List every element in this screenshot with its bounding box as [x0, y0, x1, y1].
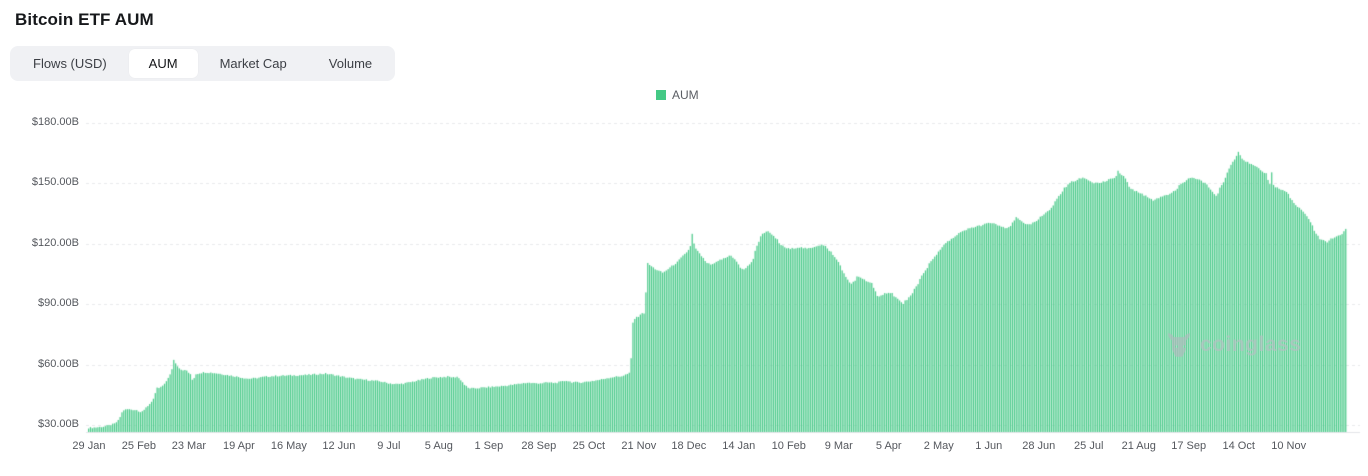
x-tick-label: 2 May — [923, 440, 954, 452]
legend-item-aum[interactable]: AUM — [656, 88, 699, 102]
x-tick-label: 28 Jun — [1022, 440, 1056, 452]
coinglass-bull-icon — [1168, 333, 1190, 357]
y-tick-label: $150.00B — [31, 176, 79, 189]
x-tick-label: 19 Apr — [222, 440, 255, 452]
x-tick-label: 21 Aug — [1121, 440, 1156, 452]
x-tick-label: 25 Feb — [121, 440, 157, 452]
x-tick-label: 25 Oct — [572, 440, 606, 452]
y-tick-label: $120.00B — [31, 236, 79, 249]
x-tick-label: 18 Dec — [671, 440, 707, 452]
y-tick-label: $30.00B — [38, 418, 79, 430]
x-tick-label: 28 Sep — [521, 440, 557, 452]
x-tick-label: 1 Sep — [474, 440, 504, 452]
x-tick-label: 29 Jan — [72, 440, 106, 452]
x-tick-label: 23 Mar — [171, 440, 207, 452]
y-tick-label: $180.00B — [31, 116, 79, 128]
x-tick-label: 16 May — [270, 440, 307, 452]
legend-label: AUM — [672, 88, 699, 102]
x-tick-label: 9 Jul — [377, 440, 401, 452]
x-tick-label: 14 Jan — [722, 440, 756, 452]
x-tick-label: 5 Aug — [424, 440, 453, 452]
x-tick-label: 21 Nov — [621, 440, 657, 452]
x-tick-label: 10 Nov — [1271, 440, 1307, 452]
x-tick-label: 12 Jun — [322, 440, 356, 452]
x-tick-label: 5 Apr — [875, 440, 902, 452]
coinglass-watermark: coinglass — [1164, 330, 1301, 360]
x-tick-label: 14 Oct — [1222, 440, 1255, 452]
x-tick-label: 10 Feb — [771, 440, 806, 452]
x-tick-label: 1 Jun — [975, 440, 1003, 452]
y-tick-label: $60.00B — [38, 357, 79, 370]
y-tick-label: $90.00B — [38, 297, 79, 310]
legend-swatch-icon — [656, 90, 666, 100]
x-tick-label: 9 Mar — [824, 440, 853, 452]
x-tick-label: 17 Sep — [1171, 440, 1207, 452]
watermark-text: coinglass — [1200, 333, 1302, 356]
x-tick-label: 25 Jul — [1074, 440, 1104, 452]
